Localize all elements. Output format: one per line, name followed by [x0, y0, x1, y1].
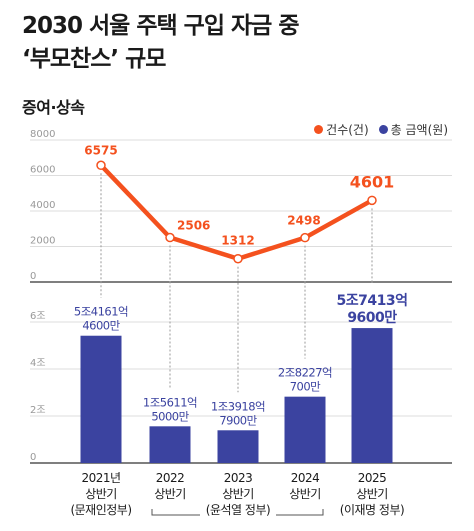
- title-line-1: 2030 서울 주택 구입 자금 중: [22, 13, 299, 39]
- category-label: 2022: [156, 471, 185, 485]
- line-axis-tick-label: 2000: [30, 236, 55, 247]
- category-label: 상반기: [356, 487, 388, 501]
- amount-data-label: 5000만: [151, 409, 189, 423]
- count-data-label: 2506: [177, 219, 210, 233]
- bar-axis-tick-label: 4조: [30, 358, 46, 369]
- amount-bar: [149, 426, 191, 463]
- bar-axis-tick-label: 6조: [30, 311, 46, 322]
- count-point: [233, 253, 243, 264]
- bar-axis-tick-label: 0: [30, 452, 36, 463]
- amount-data-label: 700만: [290, 380, 321, 394]
- line-axis-tick-label: 8000: [30, 129, 55, 140]
- category-label: (이재명 정부): [340, 503, 404, 517]
- line-axis-tick-label: 0: [30, 271, 36, 282]
- category-label: 상반기: [289, 487, 321, 501]
- bar-axis-tick-label: 2조: [30, 405, 46, 416]
- category-label: 2021년: [81, 471, 120, 485]
- count-data-label: 4601: [350, 172, 395, 191]
- count-point: [300, 232, 310, 243]
- count-point: [165, 232, 175, 243]
- category-label: (문재인정부): [70, 503, 131, 517]
- category-label: 상반기: [154, 487, 186, 501]
- amount-data-label: 4600만: [82, 319, 120, 333]
- legend-amount-dot: [378, 125, 388, 134]
- category-label: 2023: [224, 471, 253, 485]
- legend: 건수(건) 총 금액(원): [308, 121, 448, 138]
- count-data-label: 6575: [84, 143, 117, 157]
- category-label: 상반기: [85, 487, 117, 501]
- line-axis-tick-label: 6000: [30, 165, 55, 176]
- category-label: 2024: [291, 471, 320, 485]
- amount-data-label: 5조4161억: [74, 305, 128, 319]
- title-line-2: ‘부모찬스’ 규모: [22, 46, 166, 72]
- line-axis-tick-label: 4000: [30, 200, 55, 211]
- count-point: [96, 160, 106, 171]
- amount-data-label: 7900만: [219, 413, 257, 427]
- amount-bar: [284, 396, 326, 463]
- legend-amount-label: 총 금액(원): [390, 123, 448, 137]
- amount-data-label: 1조3918억: [211, 399, 265, 413]
- legend-count-dot: [314, 125, 324, 134]
- amount-bar: [351, 328, 393, 463]
- legend-item-count: 건수(건): [314, 121, 369, 138]
- category-label: 2025: [358, 471, 387, 485]
- category-label: (윤석열 정부): [206, 503, 270, 517]
- count-data-label: 2498: [287, 214, 320, 228]
- amount-bar: [217, 430, 259, 463]
- legend-item-amount: 총 금액(원): [378, 121, 448, 138]
- amount-data-label: 1조5611억: [143, 395, 197, 409]
- amount-data-label: 2조8227억: [278, 366, 332, 380]
- count-point: [367, 195, 377, 206]
- count-data-label: 1312: [221, 234, 254, 248]
- category-label: 상반기: [222, 487, 254, 501]
- legend-count-label: 건수(건): [326, 123, 369, 137]
- chart-title: 2030 서울 주택 구입 자금 중 ‘부모찬스’ 규모: [22, 10, 299, 76]
- amount-data-label: 9600만: [347, 310, 397, 326]
- amount-bar: [80, 335, 122, 463]
- chart-subtitle: 증여·상속: [22, 98, 85, 117]
- amount-data-label: 5조7413억: [337, 293, 408, 309]
- govt-bracket-right: [276, 509, 324, 516]
- govt-bracket-left: [151, 509, 200, 516]
